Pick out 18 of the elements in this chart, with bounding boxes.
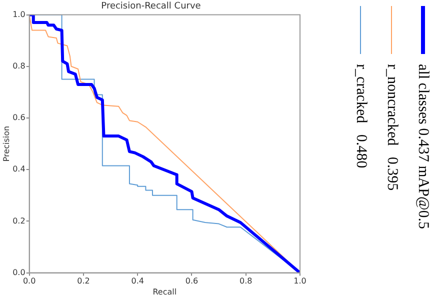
x-tick-label: 0.8 (239, 276, 252, 286)
x-tick-label: 0.2 (77, 276, 90, 286)
x-tick-label: 0.0 (22, 276, 36, 286)
y-tick-label: 0.2 (12, 216, 26, 226)
x-tick-label: 1.0 (294, 276, 306, 286)
y-axis-title: Precision (2, 126, 11, 162)
y-tick-label: 0.8 (12, 61, 26, 70)
x-tick-label: 0.6 (185, 276, 198, 286)
chart-title: Precision-Recall Curve (101, 2, 202, 12)
x-tick-label: 0.4 (131, 276, 144, 286)
y-tick-label: 0.6 (12, 113, 26, 122)
text: r_cracked 0.480 (353, 64, 369, 168)
x-axis-title: Recall (152, 287, 177, 296)
text: all classes 0.437 mAP@0.5 (415, 64, 431, 230)
y-tick-label: 1.0 (12, 10, 26, 19)
y-tick-label: 0.0 (12, 268, 26, 277)
text: r_noncracked 0.395 (384, 64, 400, 191)
y-tick-label: 0.4 (12, 164, 26, 174)
